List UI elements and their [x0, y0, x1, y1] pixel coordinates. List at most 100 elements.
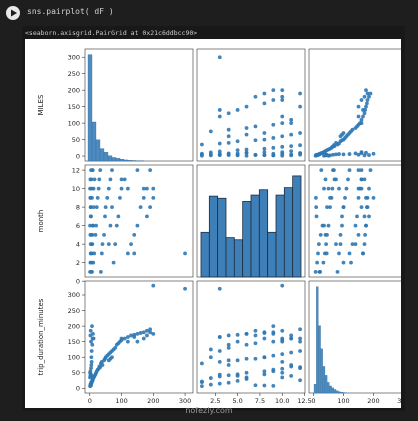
scatter-point [262, 372, 267, 377]
scatter-point [324, 242, 328, 247]
x-tick-label: 100 [337, 397, 349, 405]
scatter-point [341, 260, 346, 265]
x-tick-label: 5.0 [232, 397, 242, 405]
scatter-point [151, 331, 156, 336]
y-tick-label: 200 [68, 322, 80, 330]
scatter-point [324, 152, 329, 157]
scatter-point [114, 223, 119, 228]
histogram-bar [342, 392, 345, 394]
scatter-point [365, 98, 370, 102]
scatter-point [90, 324, 94, 329]
scatter-point [356, 152, 361, 157]
scatter-point [95, 195, 100, 200]
scatter-point [322, 223, 326, 228]
histogram-bar [242, 201, 252, 278]
scatter-point [298, 378, 302, 383]
scatter-point [356, 186, 361, 191]
scatter-point [208, 152, 213, 157]
scatter-point [334, 140, 338, 145]
panel-frame [308, 164, 418, 278]
scatter-point [88, 242, 93, 247]
scatter-point [262, 355, 267, 360]
scatter-point [235, 373, 240, 378]
scatter-point [314, 195, 318, 200]
scatter-point [359, 205, 364, 210]
scatter-point [235, 339, 240, 344]
x-tick-label: 12.5 [297, 397, 311, 405]
y-tick-label: 300 [68, 53, 80, 61]
scatter-point [280, 283, 285, 288]
scatter-point [253, 383, 258, 388]
scatter-point [353, 242, 358, 247]
scatter-point [217, 359, 222, 364]
histogram-bar [115, 158, 121, 162]
panel-frame [308, 48, 418, 162]
scatter-point [289, 121, 294, 126]
scatter-point [226, 345, 231, 350]
scatter-point [359, 98, 364, 102]
scatter-point [298, 131, 302, 135]
scatter-point [262, 336, 267, 341]
scatter-point [338, 232, 343, 237]
scatter-point [135, 331, 140, 336]
scatter-point [365, 91, 370, 96]
scatter-point [89, 186, 94, 191]
scatter-point [110, 205, 114, 210]
output-repr: <seaborn.axisgrid.PairGrid at 0x21c6ddbc… [25, 29, 198, 37]
scatter-point [253, 94, 258, 99]
scatter-point [94, 223, 99, 228]
histogram-bar [103, 151, 109, 162]
scatter-point [347, 251, 352, 256]
x-tick-label: 300 [179, 397, 191, 405]
scatter-point [148, 330, 153, 335]
run-cell-button[interactable] [6, 6, 20, 20]
scatter-point [122, 177, 127, 182]
scatter-point [200, 384, 204, 389]
scatter-point [88, 383, 93, 388]
scatter-point [253, 333, 258, 338]
scatter-point [280, 114, 285, 119]
scatter-point [328, 195, 332, 200]
histogram-bar [91, 121, 97, 162]
scatter-point [88, 195, 93, 200]
scatter-point [106, 242, 111, 247]
scatter-point [326, 186, 331, 191]
histogram-bar [329, 385, 332, 394]
scatter-point [200, 361, 204, 366]
scatter-point [141, 336, 146, 341]
scatter-point [235, 332, 240, 337]
scatter-point [371, 151, 376, 156]
scatter-point [365, 101, 369, 106]
scatter-point [331, 152, 335, 157]
y-tick-label: 300 [68, 291, 80, 299]
scatter-point [368, 91, 373, 96]
scatter-point [200, 142, 204, 147]
scatter-point [88, 333, 93, 338]
y-axis-label: month [37, 210, 45, 233]
scatter-point [89, 363, 94, 367]
scatter-point [244, 104, 249, 109]
scatter-point [125, 251, 130, 256]
scatter-point [359, 121, 364, 126]
scatter-point [362, 111, 367, 116]
scatter-point [89, 168, 93, 172]
scatter-point [119, 186, 124, 191]
scatter-point [92, 177, 97, 182]
scatter-point [200, 151, 204, 156]
scatter-point [346, 177, 350, 182]
y-tick-label: 0 [76, 385, 80, 393]
scatter-point [226, 342, 231, 347]
scatter-point [113, 345, 118, 350]
scatter-point [94, 205, 99, 210]
scatter-point [235, 153, 240, 158]
scatter-point [91, 205, 96, 210]
scatter-point [280, 352, 285, 357]
scatter-point [280, 370, 285, 375]
histogram-bar [320, 348, 323, 394]
scatter-point [217, 55, 222, 60]
scatter-point [253, 138, 258, 143]
scatter-point [364, 88, 368, 93]
scatter-point [362, 177, 367, 182]
code-input[interactable]: sns.pairplot( dF ) [27, 7, 114, 16]
scatter-point [102, 232, 106, 237]
